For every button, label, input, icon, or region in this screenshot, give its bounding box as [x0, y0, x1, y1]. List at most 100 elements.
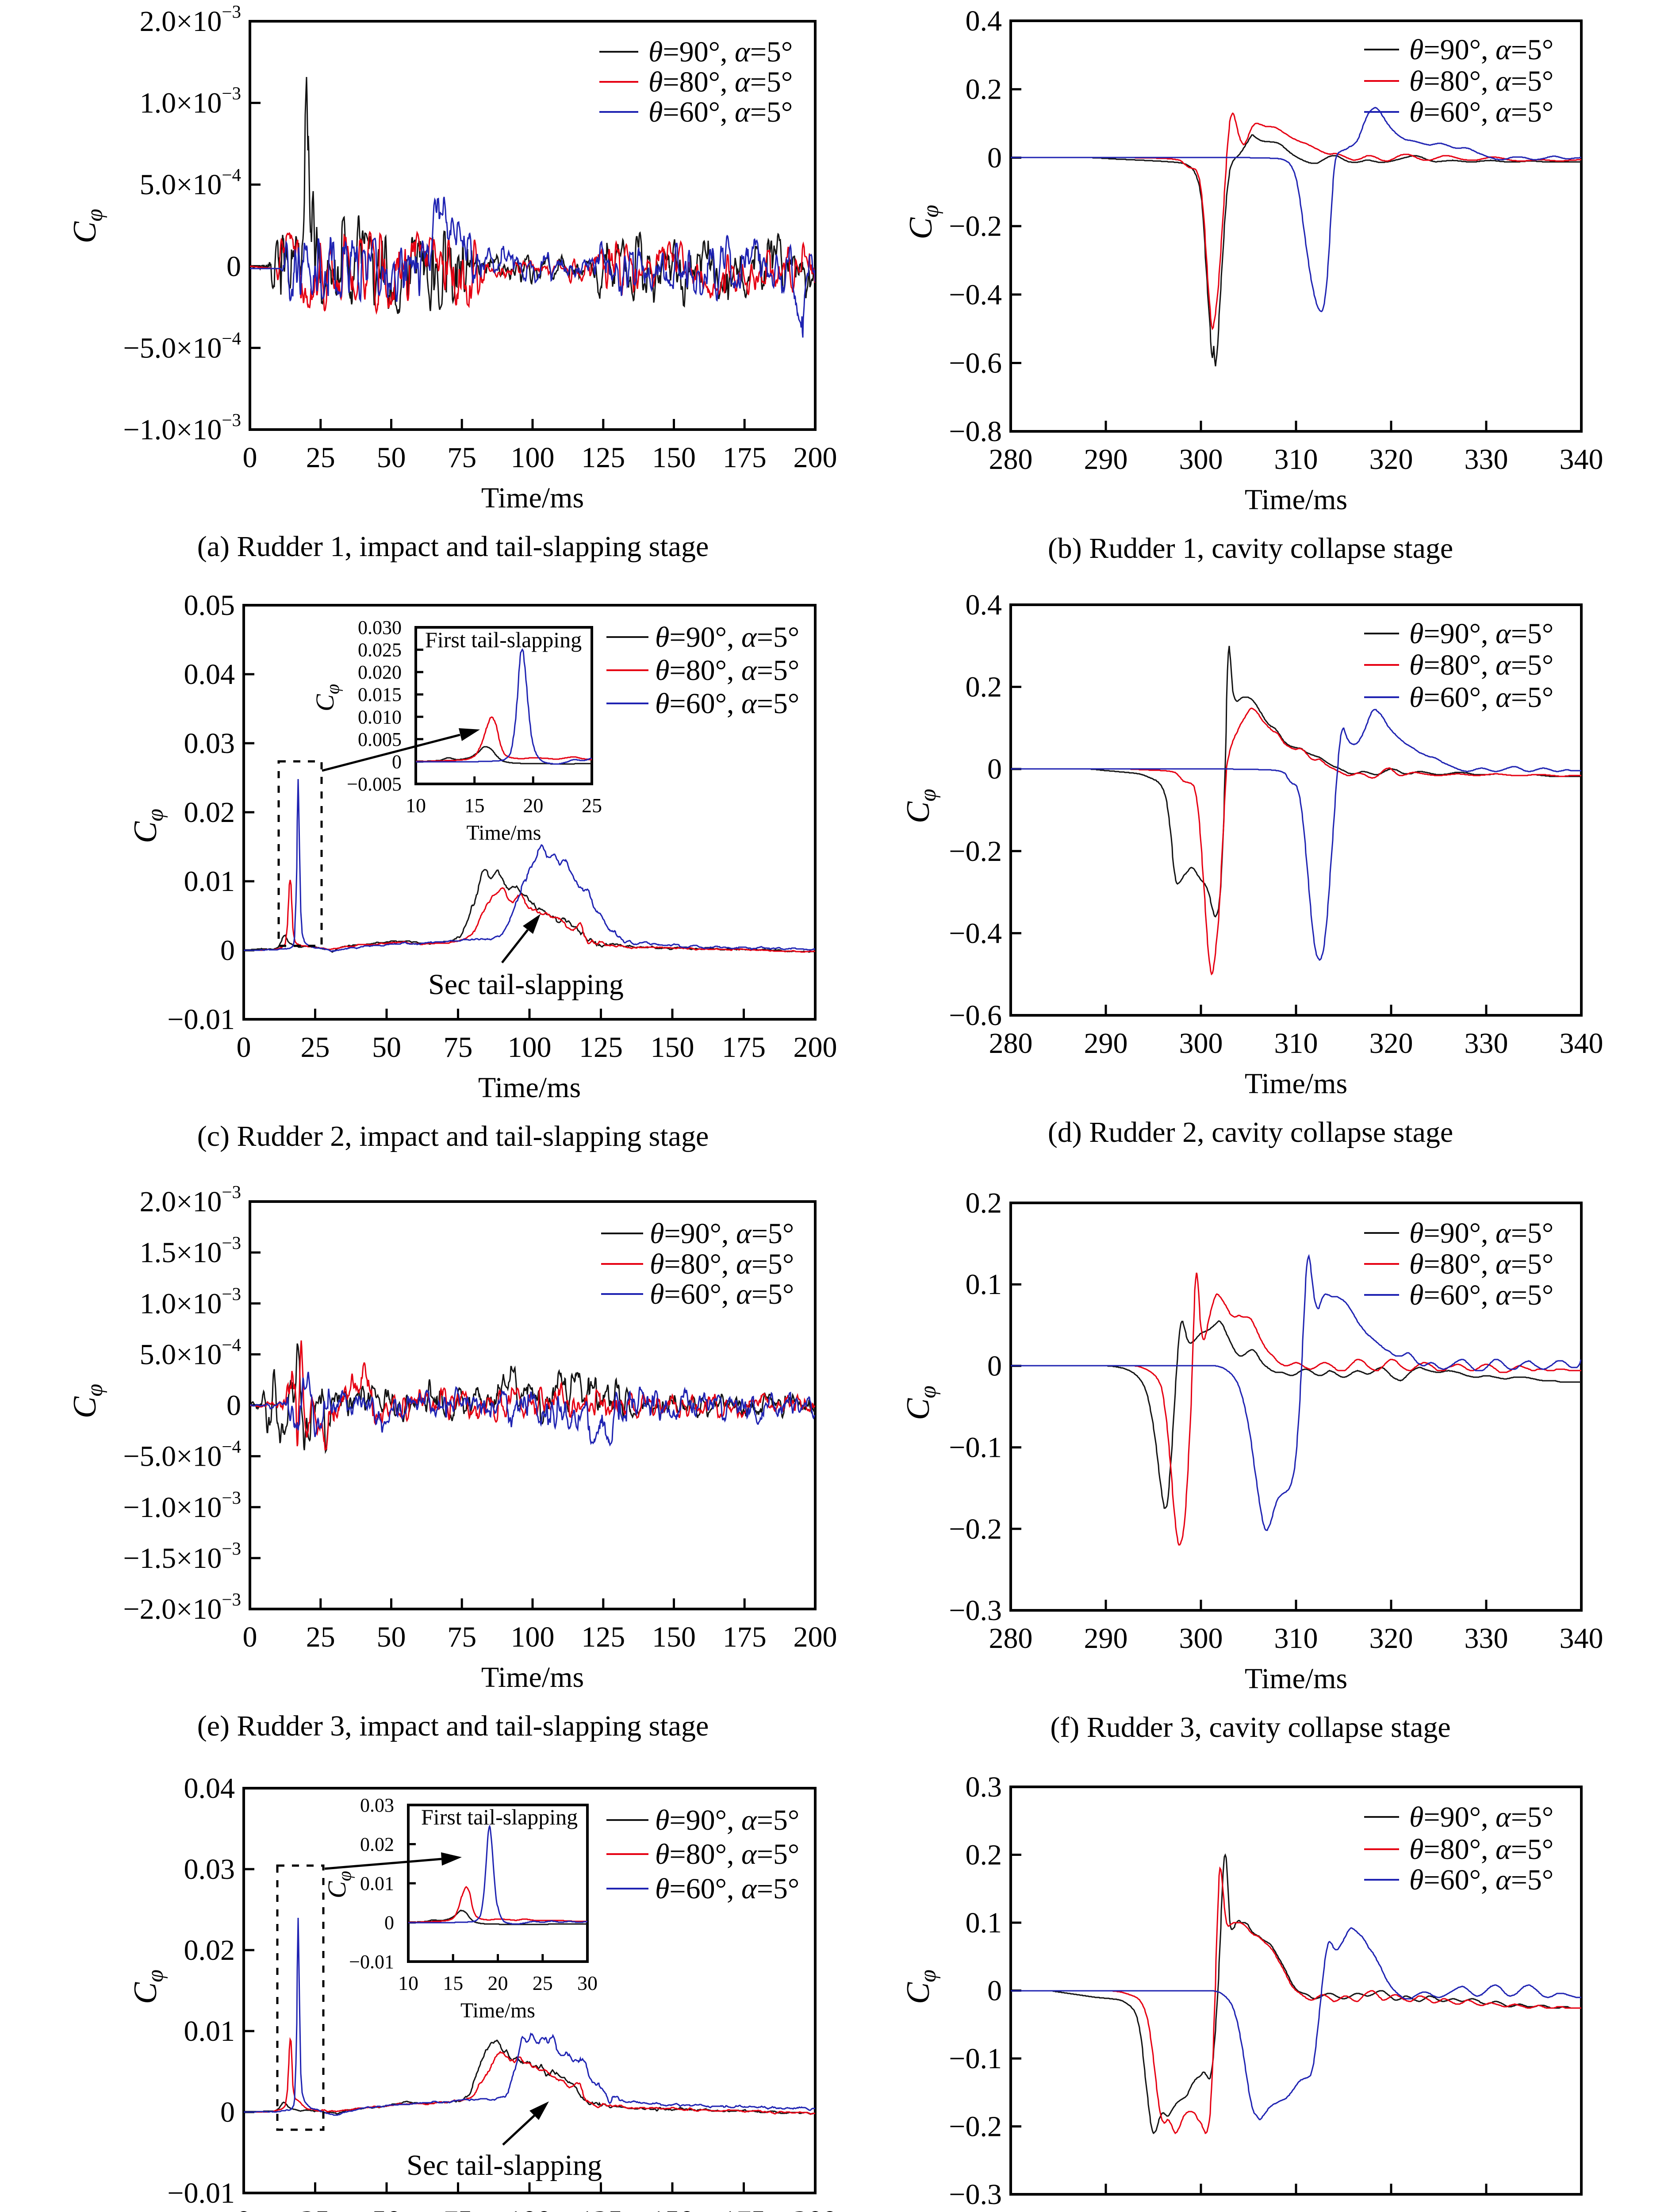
- svg-text:0: 0: [987, 1350, 1002, 1382]
- svg-text:Sec tail-slapping: Sec tail-slapping: [406, 2149, 602, 2181]
- svg-text:−0.4: −0.4: [949, 917, 1002, 949]
- svg-text:100: 100: [511, 442, 555, 474]
- svg-text:25: 25: [306, 1621, 335, 1653]
- svg-text:100: 100: [508, 1031, 552, 1064]
- svg-text:100: 100: [508, 2205, 552, 2212]
- svg-text:Cφ: Cφ: [127, 809, 168, 843]
- svg-text:25: 25: [582, 794, 602, 817]
- svg-text:θ=90°, α=5°: θ=90°, α=5°: [1409, 1801, 1553, 1833]
- svg-text:−0.01: −0.01: [349, 1951, 394, 1973]
- svg-text:340: 340: [1560, 2206, 1603, 2212]
- svg-text:0.015: 0.015: [358, 684, 402, 706]
- svg-text:Sec tail-slapping: Sec tail-slapping: [428, 968, 624, 1001]
- svg-text:θ=80°, α=5°: θ=80°, α=5°: [655, 654, 799, 687]
- svg-text:150: 150: [652, 1621, 696, 1653]
- svg-text:290: 290: [1084, 1622, 1128, 1655]
- svg-text:θ=80°, α=5°: θ=80°, α=5°: [1409, 65, 1553, 97]
- svg-text:20: 20: [488, 1972, 508, 1994]
- svg-text:10: 10: [398, 1972, 418, 1994]
- svg-text:320: 320: [1369, 1027, 1413, 1060]
- svg-text:75: 75: [447, 442, 476, 474]
- svg-text:−0.1: −0.1: [949, 1432, 1002, 1464]
- svg-text:0.2: 0.2: [966, 1839, 1002, 1871]
- svg-text:0.4: 0.4: [966, 589, 1002, 621]
- svg-text:θ=80°, α=5°: θ=80°, α=5°: [655, 1838, 799, 1870]
- svg-text:0: 0: [243, 442, 257, 474]
- svg-text:175: 175: [722, 2205, 766, 2212]
- svg-text:0.1: 0.1: [966, 1268, 1002, 1301]
- svg-text:0.01: 0.01: [184, 2015, 235, 2047]
- svg-text:0.02: 0.02: [184, 1934, 235, 1966]
- svg-text:0.01: 0.01: [184, 865, 235, 898]
- svg-text:−0.005: −0.005: [347, 773, 402, 795]
- svg-text:(f) Rudder 3, cavity collapse: (f) Rudder 3, cavity collapse stage: [1050, 1711, 1450, 1743]
- svg-text:Cφ: Cφ: [127, 1970, 168, 2004]
- svg-text:0: 0: [392, 751, 402, 772]
- svg-text:25: 25: [301, 2205, 330, 2212]
- svg-text:θ=60°, α=5°: θ=60°, α=5°: [1409, 1864, 1553, 1896]
- svg-text:0.010: 0.010: [358, 706, 402, 728]
- svg-text:Time/ms: Time/ms: [1245, 1663, 1347, 1695]
- svg-text:0.03: 0.03: [360, 1794, 394, 1816]
- svg-text:θ=60°, α=5°: θ=60°, α=5°: [1409, 681, 1553, 714]
- svg-text:Cφ: Cφ: [67, 1384, 107, 1418]
- svg-text:−5.0×10−4: −5.0×10−4: [123, 328, 241, 364]
- svg-text:First tail-slapping: First tail-slapping: [421, 1805, 578, 1829]
- svg-text:125: 125: [581, 442, 625, 474]
- svg-text:Time/ms: Time/ms: [1245, 484, 1347, 516]
- svg-text:(e) Rudder 3, impact and tail-: (e) Rudder 3, impact and tail-slapping s…: [197, 1710, 709, 1742]
- svg-text:0: 0: [987, 753, 1002, 785]
- svg-text:15: 15: [464, 794, 485, 817]
- svg-text:Cφ: Cφ: [67, 209, 107, 243]
- svg-text:θ=90°, α=5°: θ=90°, α=5°: [648, 36, 793, 68]
- svg-text:0: 0: [384, 1912, 394, 1934]
- svg-text:Cφ: Cφ: [903, 205, 943, 239]
- svg-text:−1.0×10−3: −1.0×10−3: [123, 410, 241, 446]
- svg-text:310: 310: [1274, 2206, 1318, 2212]
- svg-text:290: 290: [1084, 443, 1128, 476]
- svg-text:Cφ: Cφ: [900, 1970, 941, 2004]
- svg-text:1.0×10−3: 1.0×10−3: [140, 1283, 241, 1320]
- svg-text:−0.01: −0.01: [167, 1003, 235, 1036]
- svg-text:Time/ms: Time/ms: [467, 821, 541, 845]
- svg-text:0: 0: [237, 2205, 251, 2212]
- svg-text:30: 30: [577, 1972, 598, 1994]
- svg-text:θ=80°, α=5°: θ=80°, α=5°: [1409, 649, 1553, 681]
- svg-text:1.5×10−3: 1.5×10−3: [140, 1233, 241, 1269]
- svg-text:−0.2: −0.2: [949, 835, 1002, 868]
- svg-text:310: 310: [1274, 443, 1318, 476]
- svg-text:175: 175: [723, 442, 767, 474]
- svg-text:0: 0: [220, 934, 235, 967]
- svg-text:125: 125: [581, 1621, 625, 1653]
- svg-text:0: 0: [243, 1621, 257, 1653]
- svg-text:200: 200: [794, 1621, 837, 1653]
- svg-text:75: 75: [447, 1621, 476, 1653]
- svg-text:−0.6: −0.6: [949, 999, 1002, 1032]
- svg-text:(a) Rudder 1, impact and tail-: (a) Rudder 1, impact and tail-slapping s…: [197, 530, 709, 563]
- svg-text:−0.6: −0.6: [949, 347, 1002, 380]
- svg-text:25: 25: [306, 442, 335, 474]
- svg-text:0: 0: [987, 142, 1002, 174]
- svg-text:0.02: 0.02: [184, 796, 235, 829]
- svg-text:5.0×10−4: 5.0×10−4: [140, 165, 241, 201]
- svg-text:−0.2: −0.2: [949, 1513, 1002, 1545]
- svg-text:θ=80°, α=5°: θ=80°, α=5°: [650, 1248, 794, 1280]
- svg-text:50: 50: [377, 1621, 406, 1653]
- svg-text:300: 300: [1179, 443, 1223, 476]
- svg-text:θ=60°, α=5°: θ=60°, α=5°: [655, 1873, 799, 1905]
- svg-text:0.04: 0.04: [184, 1772, 235, 1805]
- svg-text:θ=90°, α=5°: θ=90°, α=5°: [655, 621, 799, 653]
- svg-text:Time/ms: Time/ms: [478, 1071, 581, 1104]
- svg-text:(d) Rudder 2, cavity collapse: (d) Rudder 2, cavity collapse stage: [1048, 1116, 1453, 1148]
- svg-text:125: 125: [579, 1031, 623, 1064]
- svg-text:θ=60°, α=5°: θ=60°, α=5°: [655, 687, 799, 720]
- svg-text:290: 290: [1084, 1027, 1128, 1060]
- svg-text:175: 175: [722, 1031, 766, 1064]
- svg-text:150: 150: [652, 442, 696, 474]
- svg-text:320: 320: [1369, 2206, 1413, 2212]
- svg-text:θ=80°, α=5°: θ=80°, α=5°: [648, 66, 793, 98]
- svg-text:20: 20: [523, 794, 543, 817]
- svg-text:75: 75: [444, 2205, 473, 2212]
- svg-text:0: 0: [237, 1031, 251, 1064]
- svg-text:0.03: 0.03: [184, 1853, 235, 1886]
